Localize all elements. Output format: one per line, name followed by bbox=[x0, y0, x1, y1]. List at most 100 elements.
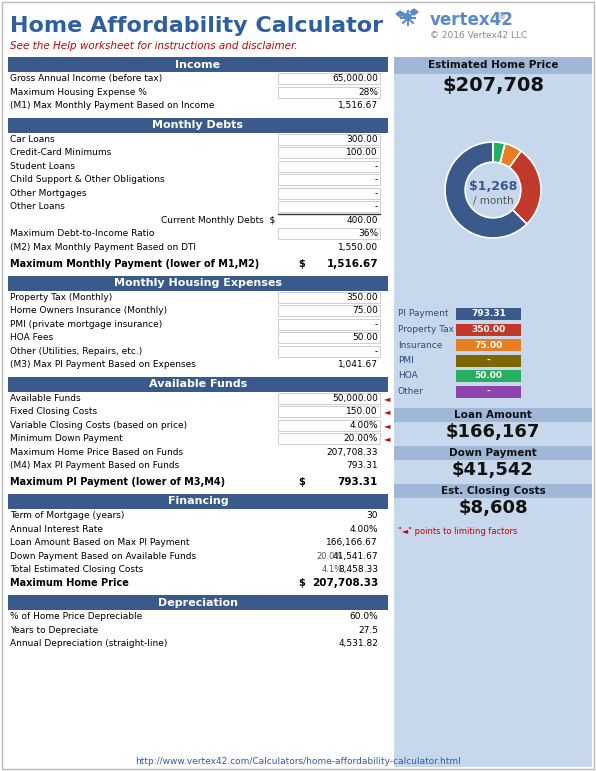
Text: Available Funds: Available Funds bbox=[149, 379, 247, 389]
Text: % of Home Price Depreciable: % of Home Price Depreciable bbox=[10, 612, 142, 621]
Text: 350.00: 350.00 bbox=[346, 293, 378, 301]
Polygon shape bbox=[396, 11, 404, 17]
Bar bbox=[278, 332, 380, 343]
Bar bbox=[456, 308, 521, 320]
Text: 30: 30 bbox=[367, 511, 378, 520]
Text: 41,541.67: 41,541.67 bbox=[333, 552, 378, 561]
Text: 20.0%: 20.0% bbox=[316, 552, 343, 561]
Text: See the Help worksheet for instructions and disclaimer.: See the Help worksheet for instructions … bbox=[10, 41, 297, 51]
Text: $: $ bbox=[298, 578, 305, 588]
Bar bbox=[456, 324, 521, 335]
Text: 793.31: 793.31 bbox=[471, 309, 506, 318]
Text: 36%: 36% bbox=[358, 229, 378, 238]
Text: 166,166.67: 166,166.67 bbox=[327, 538, 378, 547]
Text: Income: Income bbox=[175, 59, 221, 69]
Bar bbox=[278, 318, 380, 329]
Text: PI Payment: PI Payment bbox=[398, 309, 449, 318]
Bar bbox=[278, 305, 380, 316]
Text: 50.00: 50.00 bbox=[352, 333, 378, 342]
Text: (M4) Max PI Payment Based on Funds: (M4) Max PI Payment Based on Funds bbox=[10, 461, 179, 470]
Text: Est. Closing Costs: Est. Closing Costs bbox=[440, 486, 545, 496]
Text: $: $ bbox=[298, 477, 305, 487]
Text: Maximum PI Payment (lower of M3,M4): Maximum PI Payment (lower of M3,M4) bbox=[10, 477, 225, 487]
Bar bbox=[278, 406, 380, 417]
Text: Loan Amount Based on Max PI Payment: Loan Amount Based on Max PI Payment bbox=[10, 538, 190, 547]
Text: Term of Mortgage (years): Term of Mortgage (years) bbox=[10, 511, 125, 520]
Text: Home Owners Insurance (Monthly): Home Owners Insurance (Monthly) bbox=[10, 306, 167, 315]
Text: 1,516.67: 1,516.67 bbox=[338, 101, 378, 110]
Text: 50,000.00: 50,000.00 bbox=[332, 394, 378, 402]
Text: 27.5: 27.5 bbox=[358, 626, 378, 635]
Bar bbox=[278, 73, 380, 84]
Bar bbox=[278, 419, 380, 430]
Text: Maximum Home Price Based on Funds: Maximum Home Price Based on Funds bbox=[10, 448, 183, 456]
Text: $: $ bbox=[298, 259, 305, 269]
Text: Car Loans: Car Loans bbox=[10, 135, 55, 143]
Text: ◄: ◄ bbox=[384, 394, 390, 402]
Text: $207,708: $207,708 bbox=[442, 76, 544, 95]
Text: Down Payment: Down Payment bbox=[449, 448, 537, 458]
Text: 75.00: 75.00 bbox=[474, 341, 502, 349]
Text: 350.00: 350.00 bbox=[471, 325, 505, 334]
Text: "◄" points to limiting factors: "◄" points to limiting factors bbox=[398, 527, 517, 537]
Text: Annual Depreciation (straight-line): Annual Depreciation (straight-line) bbox=[10, 639, 167, 648]
Text: Available Funds: Available Funds bbox=[10, 394, 80, 402]
Wedge shape bbox=[493, 142, 505, 163]
Text: 1,516.67: 1,516.67 bbox=[327, 259, 378, 269]
Bar bbox=[8, 57, 388, 72]
Text: -: - bbox=[375, 320, 378, 328]
Bar bbox=[456, 370, 521, 382]
Bar bbox=[394, 484, 592, 498]
Text: -: - bbox=[375, 202, 378, 211]
Polygon shape bbox=[410, 9, 418, 15]
Bar bbox=[278, 147, 380, 158]
Text: 75.00: 75.00 bbox=[352, 306, 378, 315]
Text: 60.0%: 60.0% bbox=[349, 612, 378, 621]
Text: 4.00%: 4.00% bbox=[349, 525, 378, 534]
Text: 300.00: 300.00 bbox=[346, 135, 378, 143]
Text: Other: Other bbox=[398, 387, 424, 396]
Text: http://www.vertex42.com/Calculators/home-affordability-calculator.html: http://www.vertex42.com/Calculators/home… bbox=[135, 757, 461, 766]
Text: HOA: HOA bbox=[398, 372, 418, 381]
Text: 8,458.33: 8,458.33 bbox=[338, 565, 378, 574]
Text: Credit-Card Minimums: Credit-Card Minimums bbox=[10, 148, 111, 157]
Bar bbox=[278, 228, 380, 239]
Text: 400.00: 400.00 bbox=[346, 216, 378, 225]
Bar bbox=[456, 386, 521, 398]
Text: Maximum Home Price: Maximum Home Price bbox=[10, 578, 129, 588]
Polygon shape bbox=[403, 13, 411, 19]
Text: Loan Amount: Loan Amount bbox=[454, 410, 532, 420]
Text: 207,708.33: 207,708.33 bbox=[327, 448, 378, 456]
Text: 65,000.00: 65,000.00 bbox=[332, 74, 378, 83]
Text: Current Monthly Debts  $: Current Monthly Debts $ bbox=[161, 216, 275, 225]
Text: -: - bbox=[486, 387, 491, 396]
Text: Maximum Debt-to-Income Ratio: Maximum Debt-to-Income Ratio bbox=[10, 229, 154, 238]
Text: Down Payment Based on Available Funds: Down Payment Based on Available Funds bbox=[10, 552, 196, 561]
Text: Maximum Housing Expense %: Maximum Housing Expense % bbox=[10, 88, 147, 96]
Text: -: - bbox=[375, 175, 378, 184]
Text: Years to Depreciate: Years to Depreciate bbox=[10, 626, 98, 635]
Text: Annual Interest Rate: Annual Interest Rate bbox=[10, 525, 103, 534]
Text: Child Support & Other Obligations: Child Support & Other Obligations bbox=[10, 175, 164, 184]
Bar bbox=[278, 201, 380, 212]
Bar bbox=[278, 291, 380, 302]
Text: Property Tax (Monthly): Property Tax (Monthly) bbox=[10, 293, 112, 301]
Text: 793.31: 793.31 bbox=[346, 461, 378, 470]
Text: Student Loans: Student Loans bbox=[10, 162, 75, 170]
Text: (M3) Max PI Payment Based on Expenses: (M3) Max PI Payment Based on Expenses bbox=[10, 360, 196, 369]
Text: ◄: ◄ bbox=[384, 434, 390, 443]
Text: Fixed Closing Costs: Fixed Closing Costs bbox=[10, 407, 97, 416]
Text: Other (Utilities, Repairs, etc.): Other (Utilities, Repairs, etc.) bbox=[10, 347, 142, 355]
Text: ◄: ◄ bbox=[384, 421, 390, 429]
Text: PMI: PMI bbox=[398, 356, 414, 365]
Text: Other Mortgages: Other Mortgages bbox=[10, 189, 86, 197]
Text: Monthly Debts: Monthly Debts bbox=[153, 120, 244, 130]
Text: ◄: ◄ bbox=[384, 407, 390, 416]
Text: Insurance: Insurance bbox=[398, 341, 442, 349]
Text: 20.00%: 20.00% bbox=[344, 434, 378, 443]
Text: $8,608: $8,608 bbox=[458, 499, 528, 517]
Text: 100.00: 100.00 bbox=[346, 148, 378, 157]
Text: -: - bbox=[486, 356, 491, 365]
Text: Estimated Home Price: Estimated Home Price bbox=[428, 60, 558, 70]
Bar bbox=[394, 57, 592, 74]
